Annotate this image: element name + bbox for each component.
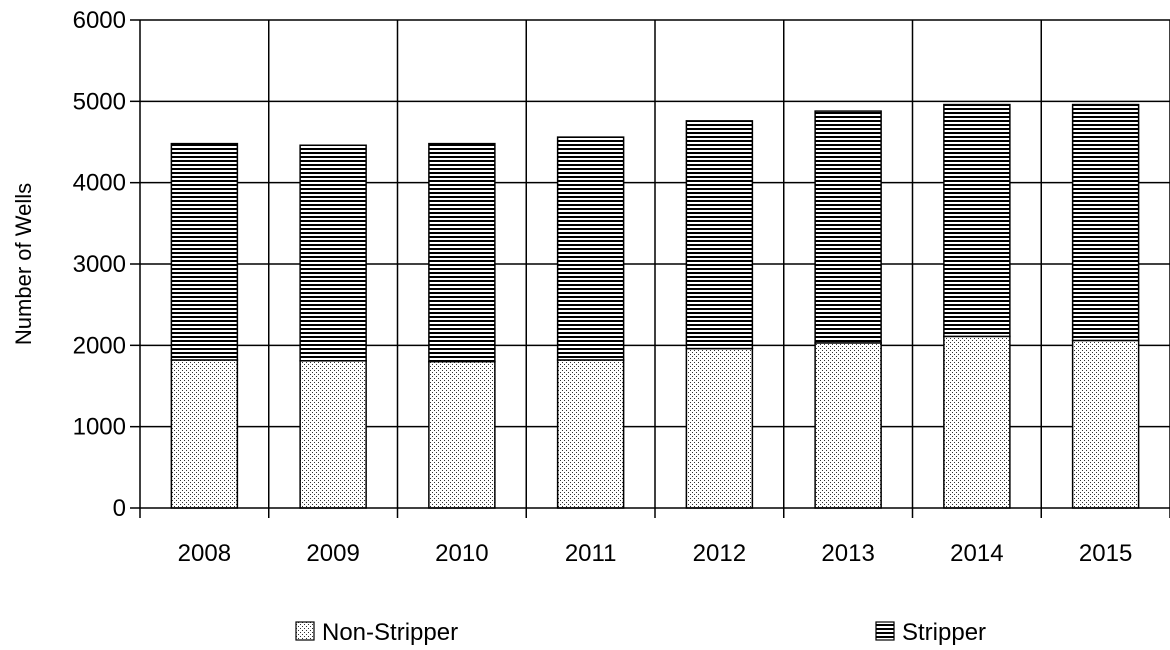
x-tick-label: 2009 [306, 540, 359, 567]
x-tick-label: 2015 [1079, 540, 1132, 567]
bar-stripper-2008 [170, 142, 239, 361]
bar-non-stripper-2009 [299, 360, 367, 509]
y-tick-label: 1000 [73, 414, 126, 441]
bars [170, 103, 1140, 509]
legend-label: Stripper [902, 619, 986, 646]
bar-stripper-2011 [556, 136, 625, 361]
x-tick-label: 2012 [693, 540, 746, 567]
x-tick-label: 2011 [565, 540, 617, 567]
y-tick-label: 6000 [73, 7, 126, 34]
grid [140, 19, 1170, 508]
x-tick-label: 2008 [178, 540, 231, 567]
x-tick-label: 2013 [821, 540, 874, 567]
legend-label: Non-Stripper [322, 619, 458, 646]
legend: Non-Stripper Stripper [295, 619, 986, 646]
bar-non-stripper-2010 [428, 360, 496, 509]
bar-stripper-2015 [1071, 103, 1140, 342]
legend-swatch [875, 621, 895, 641]
bar-non-stripper-2015 [1071, 339, 1140, 509]
y-tick-label: 0 [113, 495, 126, 522]
y-tick-label: 5000 [73, 88, 126, 115]
bar-non-stripper-2014 [943, 335, 1011, 509]
bar-stripper-2012 [685, 120, 754, 350]
y-tick-label: 3000 [73, 251, 126, 278]
bar-stripper-2013 [814, 110, 882, 344]
y-tick-label: 2000 [73, 332, 126, 359]
bar-non-stripper-2013 [814, 342, 882, 509]
x-tick-label: 2010 [435, 540, 488, 567]
y-tick-label: 4000 [73, 170, 126, 197]
bar-non-stripper-2008 [170, 359, 239, 509]
x-tick-label: 2014 [950, 540, 1003, 567]
bar-stripper-2010 [428, 142, 496, 363]
bar-non-stripper-2011 [556, 359, 625, 509]
legend-swatch [295, 621, 315, 641]
bar-non-stripper-2012 [685, 347, 754, 509]
y-axis-title: Number of Wells [11, 183, 36, 345]
bar-stripper-2009 [299, 144, 367, 362]
bar-stripper-2014 [943, 103, 1011, 338]
axes: 0 1000 2000 3000 4000 5000 6000 2008 2009 2010 201… [73, 7, 1170, 567]
